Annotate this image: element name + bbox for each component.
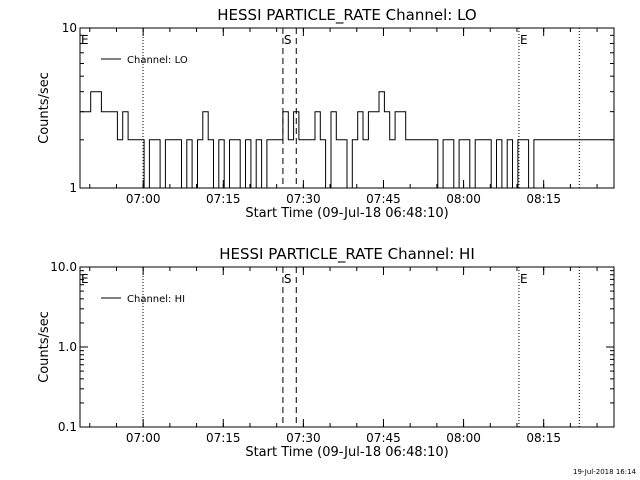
- x-axis-label: Start Time (09-Jul-18 06:48:10): [245, 445, 448, 460]
- x-tick-label: 08:00: [446, 431, 481, 445]
- chart-panel-lo: HESSI PARTICLE_RATE Channel: LO 1 10 07:00 0…: [37, 6, 615, 221]
- x-tick-label: 07:30: [286, 192, 321, 206]
- marker-label: S: [284, 272, 292, 286]
- x-tick-label: 08:00: [446, 192, 481, 206]
- x-tick-label: 07:45: [366, 192, 401, 206]
- plot-frame: [79, 266, 615, 428]
- y-tick-label: 10: [62, 21, 77, 35]
- marker-label: E: [81, 272, 89, 286]
- x-tick-label: 07:45: [366, 431, 401, 445]
- x-tick-label: 07:15: [206, 431, 241, 445]
- legend-label: Channel: LO: [127, 55, 188, 66]
- x-tick-label: 07:15: [206, 192, 241, 206]
- chart-title: HESSI PARTICLE_RATE Channel: HI: [219, 245, 475, 264]
- series-line: [80, 91, 614, 189]
- y-tick-label: 10.0: [50, 260, 77, 274]
- legend-label: Channel: HI: [127, 294, 185, 305]
- y-axis-label: Counts/sec: [37, 311, 52, 383]
- x-axis-label: Start Time (09-Jul-18 06:48:10): [245, 206, 448, 221]
- marker-label: E: [520, 33, 528, 47]
- chart-title: HESSI PARTICLE_RATE Channel: LO: [217, 6, 476, 25]
- y-tick-label: 1: [69, 181, 77, 195]
- y-tick-label: 0.1: [58, 420, 77, 434]
- y-axis-label: Counts/sec: [37, 72, 52, 144]
- marker-label: E: [520, 272, 528, 286]
- y-tick-label: 1.0: [58, 340, 77, 354]
- marker-label: S: [284, 33, 292, 47]
- x-tick-label: 08:15: [526, 192, 561, 206]
- x-tick-label: 07:00: [126, 192, 161, 206]
- x-tick-label: 07:30: [286, 431, 321, 445]
- x-tick-label: 07:00: [126, 431, 161, 445]
- marker-label: E: [81, 33, 89, 47]
- footer-timestamp: 19-Jul-2018 16:14: [573, 468, 637, 476]
- chart-panel-hi: HESSI PARTICLE_RATE Channel: HI 0.1 1.0 10.…: [37, 245, 615, 460]
- x-tick-label: 08:15: [526, 431, 561, 445]
